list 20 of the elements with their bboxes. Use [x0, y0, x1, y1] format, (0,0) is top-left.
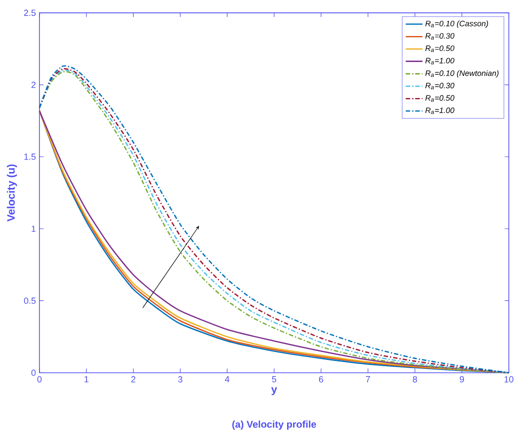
x-tick-label: 1: [84, 376, 88, 382]
x-tick-label: 10: [504, 376, 514, 383]
x-tick-label: 9: [460, 376, 464, 383]
y-axis-title: Velocity (u): [6, 164, 17, 222]
x-tick-label: 2: [131, 376, 136, 382]
y-tick-label: 0.5: [24, 298, 36, 304]
x-tick-label: 5: [272, 376, 276, 382]
y-tick-label: 2.5: [24, 10, 36, 16]
x-tick-label: 6: [319, 376, 324, 383]
x-tick-label: 4: [224, 376, 230, 382]
x-tick-label: 7: [366, 376, 370, 382]
y-tick-label: 1: [32, 226, 36, 232]
y-tick-label: 1.5: [24, 154, 36, 160]
text: (a) Velocity profile: [232, 420, 316, 430]
x-tick-label: 8: [412, 376, 418, 383]
y-tick-label: 0: [31, 370, 36, 376]
x-tick-label: 3: [178, 376, 182, 383]
x-axis-title: y: [271, 387, 278, 396]
y-tick-label: 2: [32, 82, 36, 88]
x-tick-label: 0: [37, 376, 42, 383]
